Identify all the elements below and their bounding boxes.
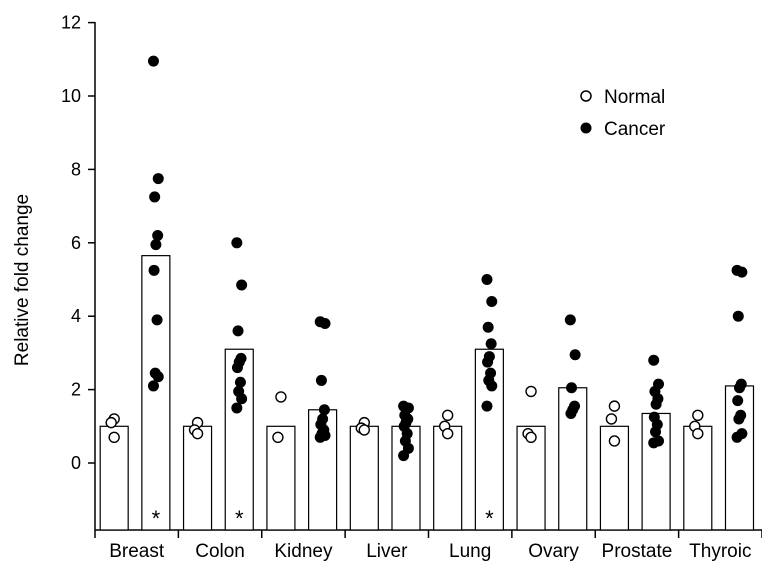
point-breast-normal-2 (108, 431, 120, 444)
bar-thyroid-cancer (724, 385, 755, 531)
point-breast-cancer-5 (148, 264, 160, 276)
point-thyroid-cancer-5 (732, 395, 744, 407)
point-kidney-cancer-9 (314, 431, 326, 443)
y-tick-label-2: 2 (71, 380, 81, 400)
x-label-breast: Breast (109, 541, 165, 562)
legend-label-normal: Normal (604, 87, 665, 108)
bar-kidney-normal (266, 425, 296, 531)
point-breast-cancer-6 (151, 314, 163, 326)
point-thyroid-cancer-9 (731, 431, 743, 443)
point-lung-cancer-3 (485, 338, 497, 350)
point-kidney-cancer-1 (319, 318, 331, 330)
point-breast-cancer-1 (152, 173, 164, 185)
significance-star-breast: * (152, 506, 161, 531)
point-colon-cancer-8 (236, 393, 248, 405)
bar-colon-normal (182, 425, 213, 531)
x-label-prostate: Prostate (602, 541, 673, 562)
point-breast-cancer-8 (152, 371, 164, 383)
y-tick-label-4: 4 (71, 306, 81, 326)
bar-colon-cancer (224, 348, 254, 531)
point-prostate-cancer-9 (648, 437, 660, 449)
point-lung-cancer-9 (481, 400, 493, 412)
point-prostate-normal-0 (608, 400, 621, 412)
point-lung-normal-0 (441, 409, 454, 421)
point-breast-cancer-0 (147, 55, 159, 67)
point-breast-cancer-2 (149, 191, 161, 203)
bar-thyroid-normal (683, 425, 713, 531)
legend-marker-normal (580, 90, 592, 102)
point-colon-cancer-1 (236, 279, 248, 291)
bar-breast-cancer (141, 255, 171, 531)
legend-label-cancer: Cancer (604, 119, 666, 140)
point-breast-cancer-3 (152, 229, 164, 241)
legend: Normal Cancer (580, 87, 666, 140)
y-tick-label-6: 6 (71, 233, 81, 253)
point-thyroid-normal-0 (692, 409, 704, 421)
point-lung-cancer-8 (486, 380, 498, 392)
point-lung-cancer-2 (482, 321, 494, 333)
labels-layer: 0 2 4 6 8 10 12 Breast Colon Kidney Liver Lung Ovary… (61, 13, 751, 562)
x-label-ovary: Ovary (528, 541, 579, 562)
point-liver-normal-2 (358, 424, 371, 436)
point-colon-cancer-6 (234, 376, 246, 388)
y-tick-label-12: 12 (61, 13, 81, 33)
point-lung-cancer-1 (486, 296, 498, 308)
point-ovary-cancer-5 (565, 407, 577, 419)
point-kidney-cancer-3 (318, 404, 330, 416)
points-layer (105, 55, 748, 462)
x-label-liver: Liver (366, 541, 408, 562)
y-tick-label-0: 0 (71, 453, 81, 473)
significance-star-lung: * (485, 506, 494, 531)
point-ovary-normal-0 (525, 385, 537, 398)
point-ovary-normal-2 (525, 431, 537, 444)
y-axis-title: Relative fold change (12, 194, 33, 366)
point-thyroid-cancer-7 (733, 413, 745, 425)
x-label-lung: Lung (449, 541, 491, 562)
point-lung-cancer-5 (482, 356, 494, 368)
point-colon-cancer-9 (231, 402, 243, 414)
point-lung-cancer-0 (481, 274, 493, 285)
bar-ovary-normal (516, 425, 546, 531)
bar-lung-normal (433, 425, 463, 531)
point-ovary-cancer-0 (564, 314, 576, 326)
point-colon-cancer-0 (231, 237, 243, 249)
point-breast-normal-1 (105, 416, 117, 429)
bar-liver-normal (349, 425, 379, 531)
point-ovary-cancer-2 (566, 382, 578, 394)
significance-star-colon: * (235, 506, 244, 531)
point-thyroid-normal-2 (692, 427, 704, 440)
point-prostate-normal-1 (605, 413, 618, 425)
point-thyroid-cancer-1 (736, 266, 748, 278)
point-kidney-normal-0 (275, 391, 287, 403)
y-tick-label-8: 8 (71, 159, 81, 179)
point-colon-normal-2 (191, 427, 204, 440)
point-liver-cancer-9 (398, 450, 410, 462)
point-breast-cancer-4 (150, 239, 162, 251)
point-kidney-normal-1 (272, 431, 284, 444)
point-kidney-cancer-2 (315, 374, 327, 386)
annotations-layer: * * * (152, 506, 494, 531)
point-prostate-cancer-7 (650, 426, 662, 438)
point-ovary-cancer-1 (569, 349, 581, 361)
legend-marker-cancer (580, 122, 592, 134)
point-prostate-cancer-0 (648, 354, 660, 366)
point-colon-cancer-5 (231, 362, 243, 374)
point-prostate-normal-2 (608, 435, 621, 447)
x-label-kidney: Kidney (274, 541, 333, 562)
x-label-colon: Colon (195, 541, 245, 562)
bar-breast-normal (99, 425, 129, 531)
point-prostate-cancer-4 (650, 398, 662, 410)
point-thyroid-cancer-4 (733, 382, 745, 394)
y-tick-label-10: 10 (61, 86, 81, 106)
point-thyroid-cancer-2 (732, 310, 744, 322)
point-colon-cancer-2 (232, 325, 244, 337)
point-breast-cancer-9 (147, 380, 159, 392)
x-label-thyroid: Thyroic (689, 541, 751, 562)
point-lung-normal-2 (441, 427, 454, 440)
